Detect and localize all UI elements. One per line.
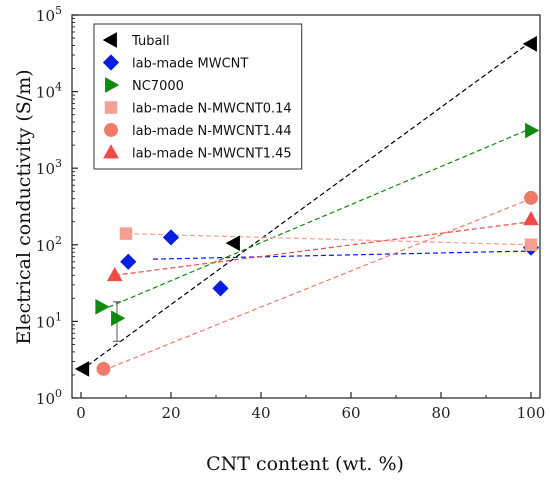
point-lab-made-n-mwcnt0-14	[524, 238, 538, 252]
point-lab-made-n-mwcnt0-14	[119, 227, 133, 240]
trend-line-lab-made-mwcnt	[152, 250, 532, 260]
point-lab-made-n-mwcnt1-44	[524, 190, 538, 205]
x-tick-label: 40	[251, 404, 270, 422]
point-tuball	[225, 235, 240, 252]
point-tuball	[522, 36, 537, 52]
legend-label-lab-made-n-mwcnt1-45: lab-made N-MWCNT1.45	[132, 147, 292, 162]
point-lab-made-mwcnt	[120, 253, 137, 270]
legend-marker-lab-made-n-mwcnt1-44	[104, 123, 118, 137]
legend: Tuball lab-made MWCNT NC7000 lab-made N-MWC…	[93, 23, 303, 170]
legend-box	[93, 23, 303, 170]
x-axis-title: CNT content (wt. %)	[206, 453, 404, 475]
y-tick-label: 103	[36, 157, 62, 178]
point-nc7000	[95, 298, 110, 315]
y-tick-label: 101	[36, 310, 62, 331]
legend-marker-lab-made-mwcnt	[102, 54, 120, 71]
legend-label-tuball: Tuball	[131, 34, 170, 49]
legend-marker-lab-made-n-mwcnt0-14	[104, 101, 118, 114]
legend-marker-lab-made-n-mwcnt1-45	[103, 144, 119, 159]
legend-label-lab-made-n-mwcnt0-14: lab-made N-MWCNT0.14	[132, 102, 292, 117]
x-tick-label: 80	[431, 404, 450, 422]
y-tick-label: 100	[36, 387, 62, 408]
legend-label-lab-made-n-mwcnt1-44: lab-made N-MWCNT1.44	[132, 124, 292, 139]
trend-line-tuball	[80, 41, 532, 371]
point-lab-made-mwcnt	[162, 229, 180, 246]
y-tick-label: 104	[36, 81, 62, 102]
point-nc7000	[525, 122, 540, 139]
x-tick-label: 60	[341, 404, 360, 422]
legend-marker-nc7000	[105, 77, 120, 93]
y-tick-label: 105	[36, 4, 62, 25]
legend-label-nc7000: NC7000	[132, 79, 184, 94]
legend-marker-tuball	[102, 32, 117, 48]
point-lab-made-n-mwcnt1-44	[96, 361, 111, 376]
trend-line-nc7000	[101, 127, 532, 311]
x-tick-label: 20	[161, 404, 180, 422]
trend-lines	[80, 41, 532, 371]
point-lab-made-n-mwcnt1-45	[523, 211, 539, 226]
trend-line-lab-made-n-mwcnt1-45	[114, 221, 532, 276]
trend-line-lab-made-n-mwcnt1-44	[103, 198, 532, 371]
y-tick-label: 102	[36, 234, 62, 255]
data-markers	[74, 36, 540, 377]
x-tick-label: 0	[76, 404, 86, 422]
x-tick-label: 100	[517, 404, 546, 422]
y-axis-title: Electrical conductivity (S/m)	[13, 69, 35, 344]
point-nc7000	[111, 310, 126, 327]
trend-line-lab-made-n-mwcnt0-14	[125, 233, 532, 246]
point-lab-made-mwcnt	[212, 280, 229, 297]
point-tuball	[74, 361, 90, 377]
legend-label-lab-made-mwcnt: lab-made MWCNT	[132, 57, 248, 72]
axis-ticks: 0 20 40 60 80 100 100 101 102 103 104 105	[36, 4, 545, 422]
point-lab-made-n-mwcnt1-45	[106, 266, 123, 282]
